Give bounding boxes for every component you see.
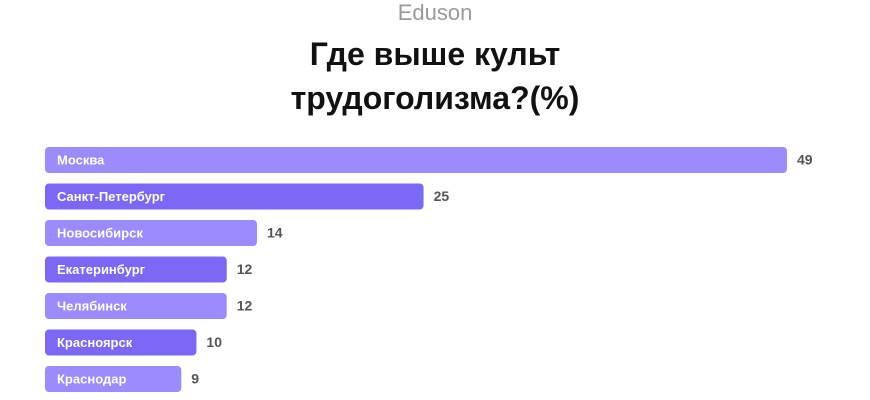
value-label: 12 xyxy=(237,261,253,277)
bar xyxy=(45,220,257,246)
bar xyxy=(45,329,197,356)
value-label: 14 xyxy=(267,225,283,241)
bar xyxy=(45,147,787,173)
bar-label: Москва xyxy=(57,152,105,167)
bar-label: Челябинск xyxy=(57,298,127,313)
value-label: 12 xyxy=(237,298,253,314)
bar-label: Новосибирск xyxy=(57,225,143,240)
bar xyxy=(45,256,227,283)
bar xyxy=(45,293,227,319)
bar-label: Екатеринбург xyxy=(57,262,146,277)
chart-title: Где выше культ трудоголизма?(%) xyxy=(290,36,580,116)
brand: Eduson xyxy=(397,0,473,25)
value-label: 9 xyxy=(191,371,199,387)
bar-label: Красноярск xyxy=(57,335,133,350)
value-label: 10 xyxy=(206,334,222,350)
value-label: 49 xyxy=(797,152,813,168)
value-label: 25 xyxy=(434,188,450,204)
bar-label: Краснодар xyxy=(57,371,126,386)
bar-label: Санкт-Петербург xyxy=(57,189,166,204)
bar xyxy=(45,366,182,392)
bar xyxy=(45,183,424,210)
